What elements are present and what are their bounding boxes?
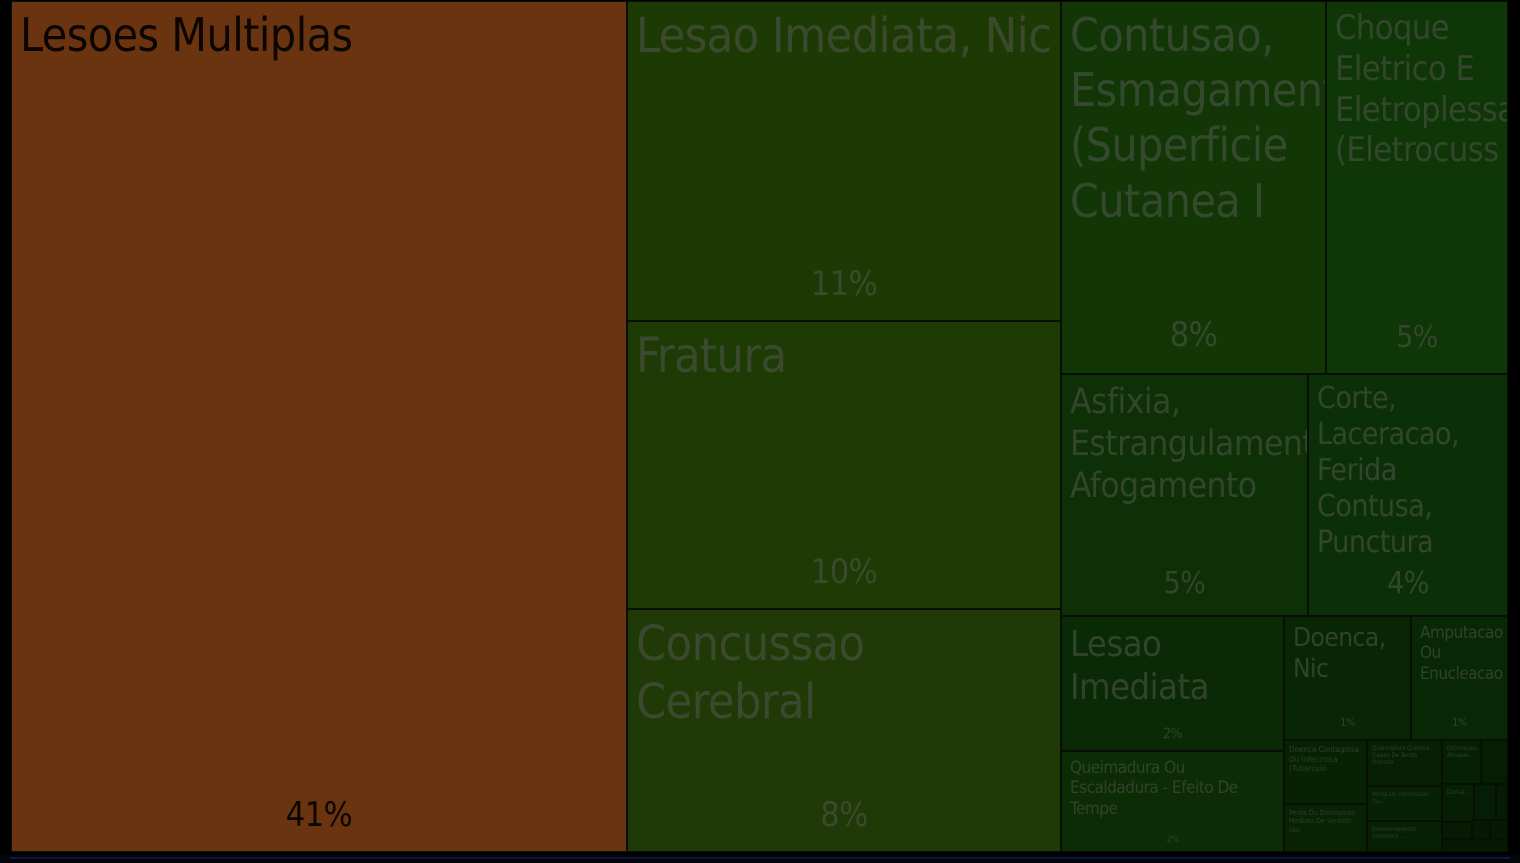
treemap-percent: 11%	[810, 264, 878, 304]
treemap-cell-unlabeled-22[interactable]	[1442, 822, 1472, 839]
treemap-percent: 2%	[1163, 726, 1182, 742]
treemap-percent: 1%	[1340, 716, 1355, 729]
treemap-cell-amputacao-ou-enucleacao[interactable]: Amputacao Ou Enucleacao 1%	[1411, 616, 1508, 740]
treemap-percent: 8%	[820, 795, 868, 835]
treemap-cell-unlabeled-21[interactable]	[1496, 784, 1508, 820]
treemap-label: Perda Ou Diminuicao Ou...	[1372, 791, 1429, 806]
treemap-cell-unlabeled-19[interactable]	[1481, 740, 1508, 784]
treemap-percent: 4%	[1387, 566, 1429, 601]
treemap-label: Perda Ou Diminuicao Mediata De Sentido (…	[1289, 809, 1356, 834]
treemap-percent: 5%	[1163, 566, 1206, 601]
treemap-label: Concussao Cerebral	[636, 616, 865, 730]
treemap-percent: 5%	[1396, 320, 1438, 355]
treemap-label: Contusao, Esmagamento (Superficie Cutane…	[1070, 8, 1325, 228]
treemap-cell-escoriacao-abrasao[interactable]: Escoriacao, Abrasao...	[1442, 740, 1481, 784]
treemap-label: Queimadura Quimica (Lesao De Tecido Prov…	[1372, 745, 1430, 767]
treemap-percent: 41%	[285, 795, 353, 835]
treemap-cell-unlabeled-24[interactable]	[1490, 820, 1508, 840]
treemap-label: Doenca Contagiosa Ou Infecciosa (Tubercu…	[1289, 745, 1359, 774]
treemap-cell-unlabeled-25[interactable]	[1442, 839, 1508, 852]
treemap-cell-unlabeled-20[interactable]	[1474, 784, 1496, 820]
treemap-cell-fratura[interactable]: Fratura 10%	[627, 321, 1061, 609]
treemap-label: Choque Eletrico E Eletroplessao (Eletroc…	[1335, 8, 1507, 171]
treemap-label: Lesoes Multiplas	[20, 8, 353, 62]
treemap-label: Amputacao Ou Enucleacao	[1420, 623, 1503, 684]
bottom-scroll-strip	[0, 855, 1520, 863]
treemap-cell-dorsal[interactable]: Dorsal...	[1442, 784, 1474, 822]
treemap-cell-queimadura-ou-escaldadura-efeito-de-tempe[interactable]: Queimadura Ou Escaldadura - Efeito De Te…	[1061, 751, 1284, 852]
treemap-label: Corte, Laceracao, Ferida Contusa, Punctu…	[1317, 381, 1460, 560]
treemap-label: Dorsal...	[1447, 789, 1470, 796]
treemap-cell-doenca-nic[interactable]: Doenca, Nic 1%	[1284, 616, 1411, 740]
treemap-cell-perda-ou-diminuicao-ou[interactable]: Perda Ou Diminuicao Ou...	[1367, 786, 1442, 821]
treemap-label: Lesao Imediata	[1070, 624, 1209, 709]
treemap-cell-envenenamento-sistemico[interactable]: Envenenamento Sistemico ...	[1367, 821, 1442, 852]
treemap-label: Lesao Imediata, Nic	[636, 8, 1052, 64]
treemap-label: Envenenamento Sistemico ...	[1372, 826, 1417, 841]
treemap-label: Fratura	[636, 328, 787, 384]
treemap-percent: 10%	[810, 552, 878, 592]
treemap-cell-lesao-imediata-nic[interactable]: Lesao Imediata, Nic 11%	[627, 1, 1061, 321]
treemap-cell-concussao-cerebral[interactable]: Concussao Cerebral 8%	[627, 609, 1061, 852]
treemap-cell-asfixia-estrangulamento-afogamento[interactable]: Asfixia, Estrangulamento, Afogamento 5%	[1061, 374, 1308, 616]
treemap-cell-corte-laceracao-ferida-contusa-punctura[interactable]: Corte, Laceracao, Ferida Contusa, Punctu…	[1308, 374, 1508, 616]
treemap-cell-doenca-contagiosa-ou-infecciosa-tuberculo[interactable]: Doenca Contagiosa Ou Infecciosa (Tubercu…	[1284, 740, 1367, 804]
treemap-percent: 8%	[1169, 315, 1218, 355]
treemap-cell-contusao-esmagamento-superficie-cutanea-i[interactable]: Contusao, Esmagamento (Superficie Cutane…	[1061, 1, 1326, 374]
treemap-label: Escoriacao, Abrasao...	[1447, 745, 1478, 760]
treemap-percent: 2%	[1166, 835, 1179, 845]
treemap-percent: 1%	[1452, 716, 1467, 729]
treemap-cell-unlabeled-23[interactable]	[1472, 820, 1490, 840]
treemap-label: Queimadura Ou Escaldadura - Efeito De Te…	[1070, 758, 1238, 819]
treemap-cell-choque-eletrico-e-eletroplessao-eletrocuss[interactable]: Choque Eletrico E Eletroplessao (Eletroc…	[1326, 1, 1508, 374]
treemap-cell-lesao-imediata[interactable]: Lesao Imediata 2%	[1061, 616, 1284, 751]
treemap-cell-lesoes-multiplas[interactable]: Lesoes Multiplas 41%	[11, 1, 627, 852]
treemap-label: Doenca, Nic	[1293, 623, 1386, 685]
treemap-cell-queimadura-quimica-lesao-de-tecido-provoca[interactable]: Queimadura Quimica (Lesao De Tecido Prov…	[1367, 740, 1442, 786]
treemap-label: Asfixia, Estrangulamento, Afogamento	[1070, 382, 1307, 506]
treemap-cell-perda-ou-diminuicao-mediata-de-sentido-au[interactable]: Perda Ou Diminuicao Mediata De Sentido (…	[1284, 804, 1367, 852]
